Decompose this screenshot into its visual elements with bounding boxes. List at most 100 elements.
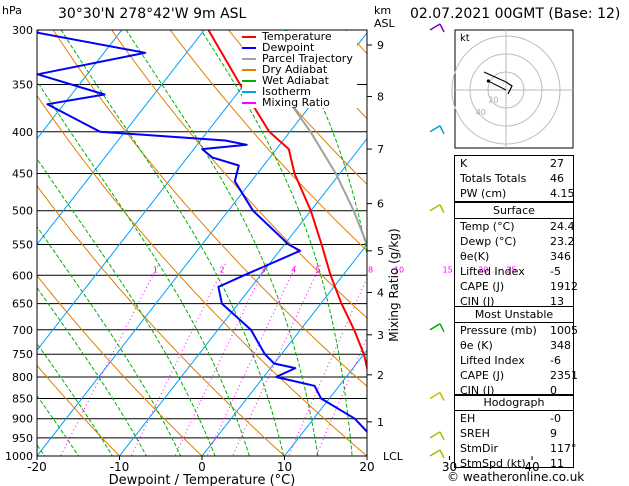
mixing-ratio-label: 5: [315, 265, 320, 274]
wind-barb-staff: [429, 431, 441, 439]
mixing-ratio-label: 2: [220, 265, 225, 274]
isotherm-line: [601, 6, 629, 474]
km-tick-label: 7: [377, 143, 384, 156]
km-tick-label: 2: [377, 369, 384, 382]
legend-swatch: [242, 102, 256, 104]
legend-item: Parcel Trajectory: [242, 53, 357, 64]
stat-label: θe (K): [460, 339, 493, 352]
legend-item: Dry Adiabat: [242, 64, 357, 75]
most-unstable-panel: Most Unstable Pressure (mb) 1005 θe (K) 348…: [454, 306, 578, 398]
stat-label: StmSpd (kt): [460, 457, 526, 470]
legend-item: Wet Adiabat: [242, 75, 357, 86]
legend-label: Dewpoint: [262, 41, 315, 54]
stat-label: PW (cm): [460, 187, 507, 200]
pressure-tick-label: 600: [12, 269, 33, 282]
legend-swatch: [242, 47, 256, 49]
stat-label: θe(K): [460, 250, 490, 263]
location-title: 30°30'N 278°42'W 9m ASL: [58, 6, 247, 22]
legend-label: Dry Adiabat: [262, 63, 328, 76]
stat-value: 23.2: [550, 235, 575, 248]
datetime-title: 02.07.2021 00GMT (Base: 12): [410, 6, 621, 22]
km-tick-label: 9: [377, 39, 384, 52]
km-unit-label: km: [374, 4, 392, 17]
pressure-tick-label: 500: [12, 205, 33, 218]
x-tick-label: 0: [198, 460, 206, 474]
x-tick-label: -20: [27, 460, 47, 474]
isotherm-line: [37, 30, 205, 246]
wet-adiabat-line: [37, 157, 216, 456]
x-axis-title: Dewpoint / Temperature (°C): [109, 473, 296, 486]
hodograph-trace: [483, 71, 513, 95]
legend-swatch: [242, 69, 256, 71]
series-dewpoint-line: [37, 31, 367, 434]
km-tick-label: 6: [377, 198, 384, 211]
dry-adiabat-line: [37, 185, 286, 456]
stat-value: 11: [550, 457, 564, 470]
mixing-ratio-label: 3: [261, 265, 266, 274]
stat-row: Totals Totals 46: [455, 171, 573, 186]
chart-legend: Temperature Dewpoint Parcel Trajectory Dry …: [242, 31, 357, 108]
stat-value: 346: [550, 250, 571, 263]
stat-value: 117°: [550, 442, 577, 455]
mixing-ratio-line: [60, 263, 160, 456]
stat-value: 27: [550, 157, 564, 170]
stat-row: Lifted Index -5: [455, 264, 573, 279]
mixing-ratio-line: [315, 336, 367, 456]
wind-barb-staff: [429, 23, 441, 31]
stat-value: -0: [550, 412, 561, 425]
pressure-tick-label: 850: [12, 392, 33, 405]
legend-item: Dewpoint: [242, 42, 357, 53]
surface-title: Surface: [493, 204, 535, 217]
stat-value: -5: [550, 265, 561, 278]
wind-barb-flag: [439, 125, 445, 135]
wet-adiabat-line: [283, 30, 367, 258]
stat-label: EH: [460, 412, 476, 425]
wind-barb-staff: [429, 204, 441, 212]
stat-row: SREH 9: [455, 426, 573, 441]
mixing-ratio-line: [232, 263, 322, 456]
mixing-ratio-line: [361, 263, 448, 473]
wind-barb-flag: [439, 323, 445, 333]
mixing-ratio-label: 1: [153, 265, 158, 274]
dry-adiabat-line: [169, 30, 367, 252]
wind-barb-flag: [439, 449, 445, 459]
stat-value: 9: [550, 427, 557, 440]
pressure-tick-label: 650: [12, 298, 33, 311]
wind-barb-staff: [429, 391, 441, 400]
stat-value: 13: [550, 295, 564, 308]
stat-row: StmDir 117°: [455, 441, 577, 456]
stat-row: Temp (°C) 24.4: [455, 219, 575, 234]
km-tick-label: 5: [377, 245, 384, 258]
wet-adiabat-line: [60, 30, 285, 456]
series-parcel-trajectory-line: [276, 83, 367, 249]
stat-value: 4.15: [550, 187, 575, 200]
hodograph-frame: [454, 29, 574, 149]
hodograph-stats-title: Hodograph: [483, 396, 545, 409]
isotherm-line: [201, 243, 367, 456]
wet-adiabat-line: [37, 394, 80, 456]
most-unstable-title: Most Unstable: [474, 308, 554, 321]
legend-swatch: [242, 80, 256, 82]
stat-label: Pressure (mb): [460, 324, 537, 337]
mixing-ratio-line: [174, 263, 268, 456]
wet-adiabat-line: [37, 80, 250, 456]
mixing-ratio-label: 25: [506, 265, 516, 274]
mixing-ratio-label: 15: [443, 265, 453, 274]
stat-row: CIN (J) 13: [455, 294, 573, 309]
stat-row: CAPE (J) 1912: [455, 279, 578, 294]
x-tick-label: 20: [359, 460, 374, 474]
stat-value: -6: [550, 354, 561, 367]
pressure-tick-label: 1000: [5, 450, 33, 463]
pressure-tick-label: 950: [12, 432, 33, 445]
isotherm-line: [283, 349, 367, 456]
stat-row: CIN (J) 0: [455, 383, 573, 398]
wind-barb-staff: [429, 323, 441, 331]
legend-swatch: [242, 91, 256, 93]
wind-barb-flag: [439, 23, 445, 33]
isotherm-line: [118, 137, 367, 456]
stat-row: Pressure (mb) 1005: [455, 323, 578, 338]
mixing-ratio-label: 10: [394, 265, 404, 274]
hodograph-ring-label: 40: [476, 108, 486, 117]
